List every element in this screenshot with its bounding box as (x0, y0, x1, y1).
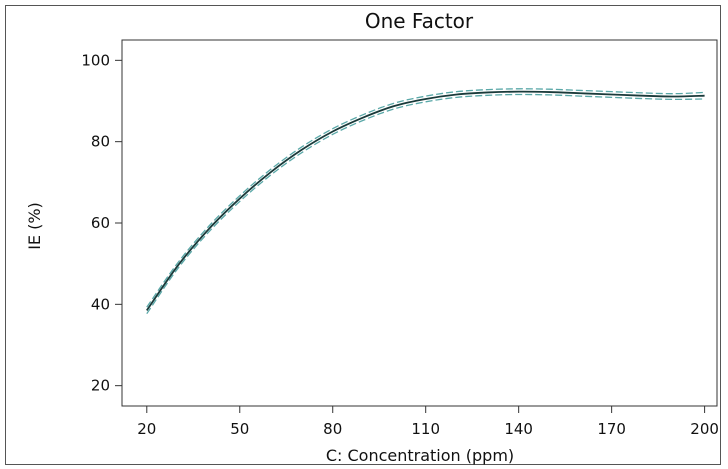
chart-title: One Factor (365, 9, 474, 33)
upper-confidence-band (146, 88, 705, 308)
series-layer (146, 88, 705, 315)
lower-confidence-band (146, 93, 705, 315)
x-axis-ticks: 20 50 80 110 140 170 200 (137, 406, 719, 438)
y-axis-label: IE (%) (25, 202, 44, 250)
y-tick-label: 40 (91, 295, 110, 313)
x-tick-label: 140 (504, 420, 533, 438)
x-axis-label: C: Concentration (ppm) (326, 446, 514, 465)
y-tick-label: 100 (81, 51, 110, 69)
y-tick-label: 60 (91, 214, 110, 232)
y-axis-ticks: 20 40 60 80 100 (81, 51, 122, 395)
x-tick-label: 80 (323, 420, 342, 438)
fit-line (146, 90, 705, 311)
chart-frame (5, 5, 721, 465)
y-tick-label: 20 (91, 377, 110, 395)
x-tick-label: 170 (597, 420, 626, 438)
x-tick-label: 50 (230, 420, 249, 438)
x-tick-label: 110 (411, 420, 440, 438)
x-tick-label: 20 (137, 420, 156, 438)
y-tick-label: 80 (91, 133, 110, 151)
x-tick-label: 200 (690, 420, 719, 438)
